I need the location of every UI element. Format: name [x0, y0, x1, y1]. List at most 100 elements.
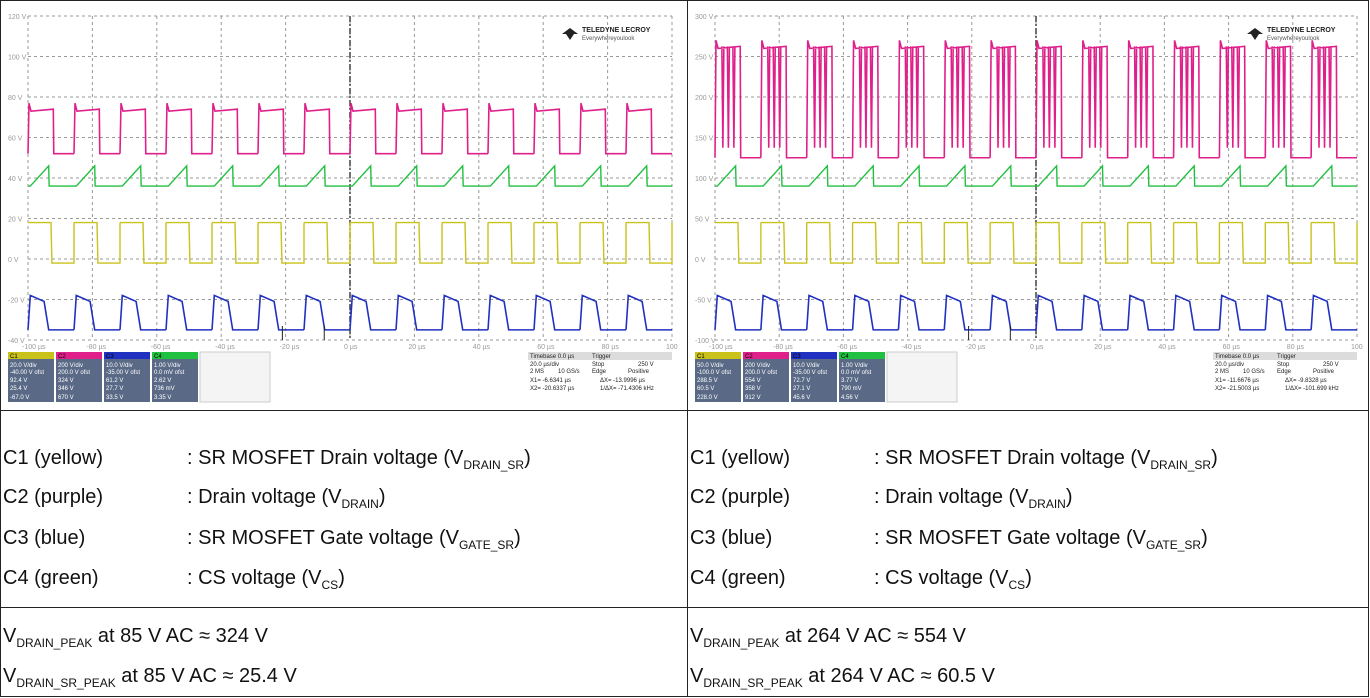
- channel-name: C1 (yellow): [690, 447, 791, 469]
- cursor-value-2: 25.4 V: [10, 386, 27, 392]
- c2-drain-voltage-trace: [27, 102, 672, 155]
- channel-panel-c1: C1 50.0 V/div-100.0 V ofst 288.5 V 60.5 V 22…: [695, 352, 741, 402]
- x-tick-label: 0 µs: [344, 344, 358, 351]
- channel-scale: 200 V/div: [58, 363, 83, 369]
- channel-name: C3 (blue): [3, 527, 86, 549]
- trigger-label: Trigger: [1277, 354, 1296, 360]
- channel-description: : CS voltage (VCS): [874, 567, 1032, 592]
- channel-scale: 10.0 V/div: [106, 363, 133, 369]
- channel-scale: 200 V/div: [745, 363, 770, 369]
- cursor-frequency: 1/ΔX= -101.699 kHz: [1285, 386, 1339, 392]
- cursor-x2-value: X2= -21.5003 µs: [1215, 386, 1259, 392]
- cursor-value-2: 790 mV: [841, 386, 862, 392]
- teledyne-lecroy-logo: TELEDYNE LECROY Everywhereyoulook: [1247, 27, 1336, 42]
- y-tick-label: 50 V: [695, 217, 710, 224]
- channel-name: C2 (purple): [3, 486, 104, 508]
- c2-drain-voltage-trace: [714, 40, 1357, 159]
- border-left: [0, 0, 1, 697]
- channel-name: C3 (blue): [690, 527, 773, 549]
- x-tick-label: 20 µs: [408, 344, 426, 351]
- y-tick-label: 150 V: [695, 136, 714, 143]
- cursor-value-2: 736 mV: [154, 386, 175, 392]
- y-tick-label: 250 V: [695, 55, 714, 62]
- brand-name: TELEDYNE LECROY: [582, 27, 651, 34]
- channel-offset: -40.00 V ofst: [10, 370, 44, 376]
- border-mid2: [0, 607, 1369, 608]
- channel-scale: 10.0 V/div: [793, 363, 820, 369]
- x-tick-label: 20 µs: [1094, 344, 1112, 351]
- cursor-value-2: 346 V: [58, 386, 74, 392]
- x-tick-label: -80 µs: [86, 344, 106, 351]
- cursor-value-1: 2.62 V: [154, 378, 171, 384]
- channel-offset: -35.00 V ofst: [793, 370, 827, 376]
- x-tick-label: -20 µs: [280, 344, 300, 351]
- cursor-delta: 670 V: [58, 395, 74, 401]
- y-tick-label: 300 V: [695, 14, 714, 21]
- y-tick-label: 20 V: [8, 217, 23, 224]
- x-tick-label: 40 µs: [473, 344, 491, 351]
- border-mid1: [0, 410, 1369, 411]
- empty-panel: [886, 351, 958, 403]
- channel-label: C1: [10, 354, 18, 360]
- cursor-delta-x: ΔX= -13.9996 µs: [600, 378, 645, 384]
- timebase-panel: Timebase 0.0 µs Trigger 20.0 µs/div Stop 250…: [528, 352, 672, 392]
- cursor-value-2: 60.5 V: [697, 386, 714, 392]
- y-tick-label: 200 V: [695, 95, 714, 102]
- x-tick-label: -80 µs: [773, 344, 793, 351]
- c4-cs-voltage-trace: [715, 164, 1357, 187]
- channel-panel-c3: C3 10.0 V/div-35.00 V ofst 72.7 V 27.1 V 45.…: [791, 352, 837, 402]
- sample-rate: 10 GS/s: [1243, 369, 1265, 375]
- cursor-delta: -67.0 V: [10, 395, 29, 401]
- scope-display: 300 V 250 V 200 V 150 V 100 V 50 V 0 V -50 V -10…: [695, 14, 1370, 403]
- channel-name: C4 (green): [3, 567, 99, 589]
- border-bottom: [0, 696, 1369, 697]
- cursor-delta: 45.6 V: [793, 395, 810, 401]
- y-tick-label: 60 V: [8, 136, 23, 143]
- y-tick-label: 100 V: [8, 55, 27, 62]
- empty-panel: [199, 351, 271, 403]
- channel-offset: 200.0 V ofst: [58, 370, 90, 376]
- peak-drain-left: VDRAIN_PEAK at 85 V AC ≈ 324 V: [3, 625, 268, 650]
- cursor-delta: 912 V: [745, 395, 761, 401]
- c3-sr-gate-voltage-trace: [27, 294, 672, 331]
- panel-bg: [152, 352, 198, 402]
- x-tick-label: -60 µs: [151, 344, 171, 351]
- trigger-edge: Edge: [1277, 369, 1292, 375]
- channel-label: C2: [745, 354, 753, 360]
- cursor-x1-value: X1= -6.6341 µs: [530, 378, 571, 384]
- logo-mark: [1247, 28, 1263, 40]
- channel-scale: 20.0 V/div: [10, 363, 37, 369]
- panel-bg: [56, 352, 102, 402]
- channel-description: : Drain voltage (VDRAIN): [187, 486, 386, 511]
- panel-header: [695, 352, 741, 359]
- brand-tagline: Everywhereyoulook: [1267, 36, 1320, 42]
- channel-label: C3: [106, 354, 114, 360]
- peak-drain-sr-right: VDRAIN_SR_PEAK at 264 V AC ≈ 60.5 V: [690, 665, 995, 690]
- panel-header: [8, 352, 54, 359]
- x-tick-label: 60 µs: [537, 344, 555, 351]
- panel-bg: [695, 352, 741, 402]
- y-tick-label: -100 V: [695, 338, 716, 345]
- channel-label: C2: [58, 354, 66, 360]
- channel-offset: -35.00 V ofst: [106, 370, 140, 376]
- channel-panel-c3: C3 10.0 V/div-35.00 V ofst 61.2 V 27.7 V 33.…: [104, 352, 150, 402]
- cursor-value-1: 324 V: [58, 378, 74, 384]
- trigger-mode: Stop: [592, 362, 605, 368]
- x-tick-label: 40 µs: [1158, 344, 1176, 351]
- x-tick-label: -60 µs: [837, 344, 857, 351]
- y-tick-label: 80 V: [8, 95, 23, 102]
- cursor-value-2: 27.7 V: [106, 386, 123, 392]
- panel-header: [791, 352, 837, 359]
- sample-count: 2 MS: [530, 369, 544, 375]
- cursor-value-1: 554 V: [745, 378, 761, 384]
- x-tick-label: -100 µs: [709, 344, 733, 351]
- cursor-value-1: 92.4 V: [10, 378, 27, 384]
- y-tick-label: -50 V: [695, 298, 712, 305]
- panel-bg: [743, 352, 789, 402]
- x-tick-label: 60 µs: [1223, 344, 1241, 351]
- trigger-level: 250 V: [1323, 362, 1339, 368]
- x-tick-label: -40 µs: [902, 344, 922, 351]
- channel-label: C3: [793, 354, 801, 360]
